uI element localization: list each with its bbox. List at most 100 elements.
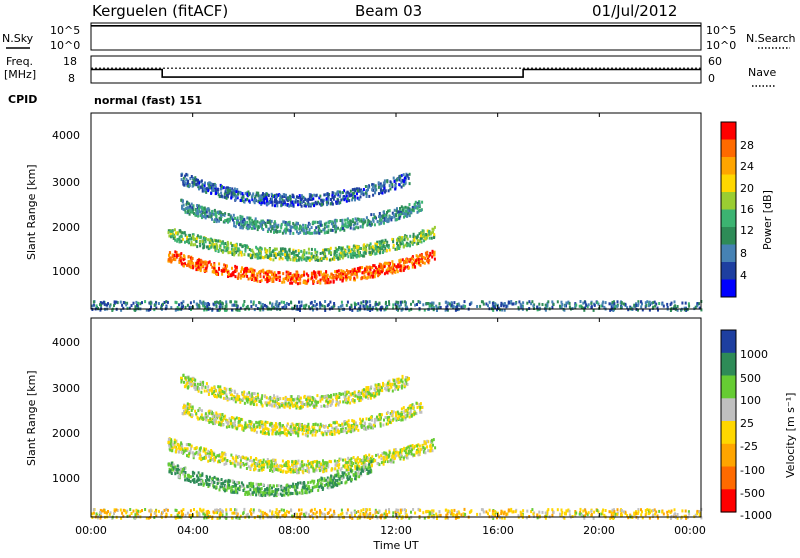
heatmap-cell: [247, 225, 249, 228]
heatmap-cell: [235, 275, 237, 278]
heatmap-cell: [172, 255, 174, 258]
heatmap-cell: [366, 189, 368, 192]
heatmap-cell: [460, 305, 462, 308]
heatmap-cell: [688, 305, 690, 308]
heatmap-cell: [342, 459, 344, 462]
heatmap-cell: [393, 244, 395, 247]
heatmap-cell: [339, 482, 341, 485]
heatmap-cell: [385, 189, 387, 192]
heatmap-cell: [231, 486, 233, 489]
heatmap-cell: [279, 279, 281, 282]
heatmap-cell: [267, 270, 269, 273]
heatmap-cell: [426, 259, 428, 262]
heatmap-cell: [154, 304, 156, 307]
heatmap-cell: [400, 259, 402, 262]
heatmap-cell: [240, 277, 242, 280]
heatmap-cell: [269, 250, 271, 253]
frequency-series-line: [91, 70, 701, 78]
heatmap-cell: [215, 215, 217, 218]
heatmap-cell: [232, 462, 234, 465]
colorbar-segment: [721, 140, 736, 158]
heatmap-cell: [310, 461, 312, 464]
heatmap-cell: [311, 232, 313, 235]
heatmap-cell: [249, 200, 251, 203]
heatmap-cell: [267, 280, 269, 283]
heatmap-cell: [262, 483, 264, 486]
heatmap-cell: [219, 488, 221, 491]
heatmap-cell: [674, 300, 676, 303]
heatmap-cell: [258, 301, 260, 304]
heatmap-cell: [397, 247, 399, 250]
heatmap-cell: [370, 242, 372, 245]
heatmap-cell: [198, 451, 200, 454]
heatmap-cell: [205, 191, 207, 194]
heatmap-cell: [191, 203, 193, 206]
heatmap-cell: [360, 192, 362, 195]
heatmap-cell: [238, 223, 240, 226]
heatmap-cell: [280, 468, 282, 471]
heatmap-cell: [617, 300, 619, 303]
heatmap-cell: [445, 301, 447, 304]
heatmap-cell: [298, 301, 300, 304]
heatmap-cell: [591, 305, 593, 308]
heatmap-cell: [282, 486, 284, 489]
heatmap-cell: [370, 213, 372, 216]
heatmap-cell: [369, 304, 371, 307]
heatmap-cell: [405, 206, 407, 209]
heatmap-cell: [241, 216, 243, 219]
heatmap-cell: [298, 249, 300, 252]
heatmap-cell: [292, 232, 294, 235]
heatmap-cell: [333, 225, 335, 228]
power-ytick-4000: 4000: [52, 129, 80, 142]
heatmap-cell: [341, 222, 343, 225]
heatmap-cell: [186, 207, 188, 210]
heatmap-cell: [590, 302, 592, 305]
heatmap-cell: [244, 201, 246, 204]
heatmap-cell: [231, 191, 233, 194]
heatmap-cell: [275, 488, 277, 491]
heatmap-cell: [603, 306, 605, 309]
heatmap-cell: [362, 226, 364, 229]
heatmap-cell: [319, 282, 321, 285]
heatmap-cell: [648, 304, 650, 307]
heatmap-cell: [290, 272, 292, 275]
heatmap-cell: [429, 304, 431, 307]
heatmap-cell: [221, 273, 223, 276]
heatmap-cell: [326, 483, 328, 486]
heatmap-cell: [434, 226, 436, 229]
heatmap-cell: [276, 195, 278, 198]
heatmap-cell: [383, 184, 385, 187]
heatmap-cell: [274, 271, 276, 274]
heatmap-cell: [259, 249, 261, 252]
colorbar-segment: [721, 210, 736, 228]
heatmap-cell: [505, 305, 507, 308]
colorbar-segment: [721, 175, 736, 193]
heatmap-cell: [261, 201, 263, 204]
heatmap-cell: [609, 302, 611, 305]
heatmap-cell: [434, 254, 436, 257]
heatmap-cell: [318, 479, 320, 482]
heatmap-cell: [201, 261, 203, 264]
heatmap-cell: [194, 452, 196, 455]
heatmap-cell: [285, 230, 287, 233]
heatmap-cell: [187, 474, 189, 477]
heatmap-cell: [219, 217, 221, 220]
heatmap-cell: [242, 227, 244, 230]
heatmap-cell: [205, 267, 207, 270]
heatmap-cell: [104, 303, 106, 306]
heatmap-cell: [416, 303, 418, 306]
heatmap-cell: [564, 305, 566, 308]
heatmap-cell: [183, 208, 185, 211]
heatmap-cell: [218, 220, 220, 223]
heatmap-cell: [339, 275, 341, 278]
heatmap-cell: [196, 479, 198, 482]
heatmap-cell: [168, 258, 170, 261]
heatmap-cell: [303, 274, 305, 277]
heatmap-cell: [211, 214, 213, 217]
heatmap-cell: [588, 303, 590, 306]
heatmap-cell: [313, 280, 315, 283]
heatmap-cell: [261, 467, 263, 470]
heatmap-cell: [280, 226, 282, 229]
heatmap-cell: [237, 463, 239, 466]
